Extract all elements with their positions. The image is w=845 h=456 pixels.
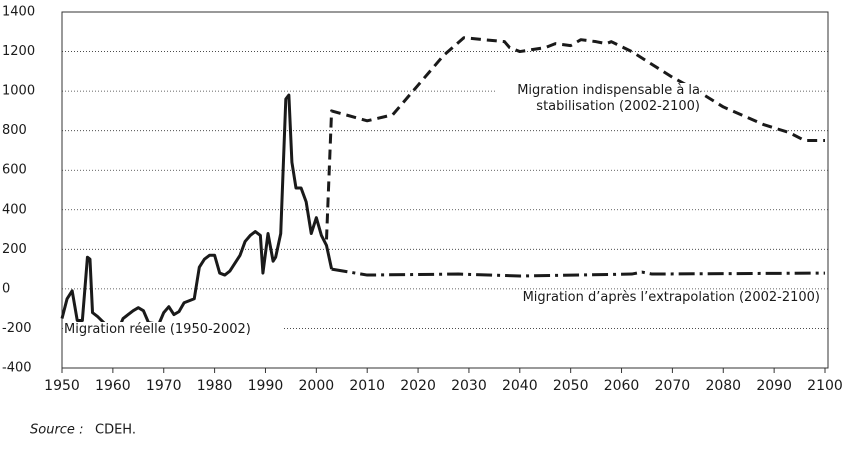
y-tick-label: 1200 <box>2 44 35 59</box>
series-line <box>60 93 334 332</box>
source-text: CDEH. <box>95 423 136 438</box>
x-tick-label: 2050 <box>553 378 589 394</box>
x-tick-label: 1970 <box>146 378 182 394</box>
y-tick-label: 200 <box>2 242 27 257</box>
x-tick-label: 2080 <box>705 378 741 394</box>
y-tick-label: 400 <box>2 202 27 217</box>
x-tick-label: 2090 <box>756 378 792 394</box>
x-tick-label: 2020 <box>400 378 436 394</box>
y-tick-label: -200 <box>2 321 32 336</box>
y-tick-label: 1400 <box>2 5 35 20</box>
source-label: Source : <box>30 423 83 438</box>
x-tick-label: 2010 <box>349 378 385 394</box>
y-tick-label: 800 <box>2 123 27 138</box>
series-line <box>325 36 825 240</box>
plot-frame <box>61 11 829 369</box>
x-tick-label: 1950 <box>44 378 80 394</box>
x-tick-label: 2040 <box>502 378 538 394</box>
x-tick-label: 2100 <box>807 378 843 394</box>
series-line <box>331 267 826 278</box>
y-tick-label: -400 <box>2 361 32 376</box>
x-tick-label: 1990 <box>248 378 284 394</box>
series-label-box: Migration d’après l’extrapolation (2002-… <box>490 290 820 306</box>
y-tick-label: 1000 <box>2 84 35 99</box>
y-tick-label: 0 <box>2 281 10 296</box>
series-label-box: Migration réelle (1950-2002) <box>64 322 284 338</box>
x-tick-label: 1960 <box>95 378 131 394</box>
series-label-box: Migration indispensable à la stabilisati… <box>495 83 700 115</box>
x-tick-label: 2060 <box>604 378 640 394</box>
x-tick-label: 2000 <box>299 378 335 394</box>
x-tick-label: 2070 <box>655 378 691 394</box>
x-tick-label: 1980 <box>197 378 233 394</box>
y-tick-label: 600 <box>2 163 27 178</box>
x-tick-label: 2030 <box>451 378 487 394</box>
series-label: Migration d’après l’extrapolation (2002-… <box>522 290 820 305</box>
series-label: Migration indispensable à la stabilisati… <box>517 83 700 114</box>
series-label: Migration réelle (1950-2002) <box>64 322 251 337</box>
